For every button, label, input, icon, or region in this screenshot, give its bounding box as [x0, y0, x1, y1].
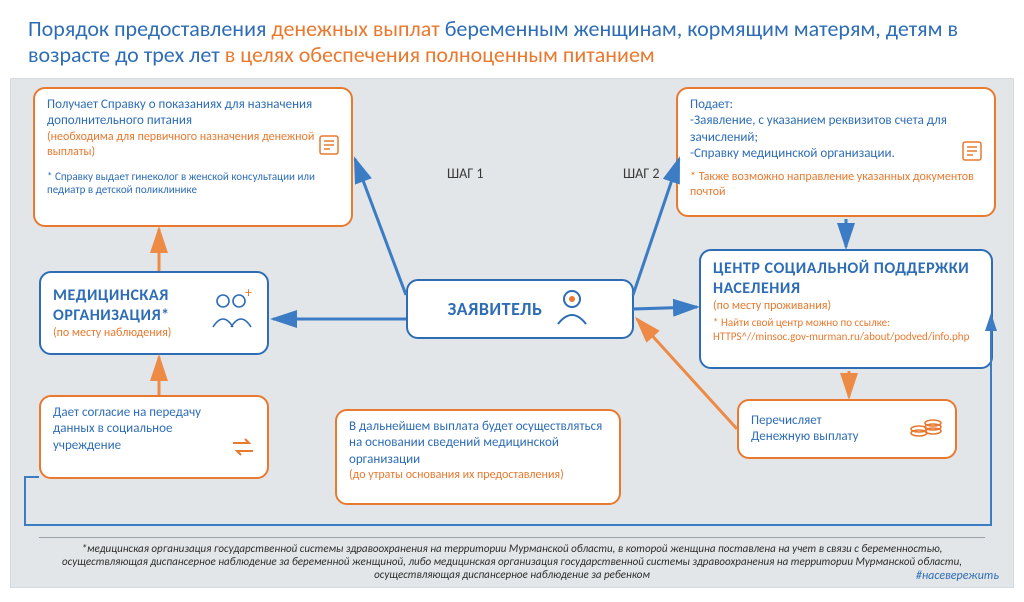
node-csp: ЦЕНТР СОЦИАЛЬНОЙ ПОДДЕРЖКИ НАСЕЛЕНИЯ (по… [699, 249, 993, 369]
hashtag: #насевережить [916, 569, 999, 583]
box-submits: Подает: -Заявление, с указанием реквизит… [676, 87, 996, 217]
document-icon [960, 139, 984, 170]
page-title: Порядок предоставления денежных выплат б… [0, 0, 1024, 77]
step-2-label: ШАГ 2 [623, 165, 660, 182]
document-icon [317, 133, 341, 164]
person-icon [552, 286, 592, 331]
step-1-label: ШАГ 1 [447, 165, 484, 182]
node-applicant: ЗАЯВИТЕЛЬ [406, 279, 634, 339]
exchange-icon [229, 433, 257, 468]
pay-l2: Денежную выплату [751, 429, 901, 445]
csp-note: * Найти свой центр можно по ссылке: HTTP… [713, 316, 979, 344]
medical-staff-icon: + [209, 287, 255, 338]
box-consent: Дает согласие на передачу данных в социа… [39, 395, 269, 479]
csp-title: ЦЕНТР СОЦИАЛЬНОЙ ПОДДЕРЖКИ НАСЕЛЕНИЯ [713, 259, 979, 299]
title-part1: Порядок предоставления [28, 15, 271, 42]
box-gets-certificate: Получает Справку о показаниях для назнач… [33, 87, 353, 227]
text-submit-l1: -Заявление, с указанием реквизитов счета… [690, 113, 982, 146]
footnote-text: *медицинская организация государственной… [39, 537, 985, 581]
title-accent1: денежных выплат [271, 15, 444, 42]
diagram-canvas: ШАГ 1 ШАГ 2 Получает Справку о показания… [10, 78, 1014, 588]
pay-l1: Перечисляет [751, 413, 901, 429]
consent-text: Дает согласие на передачу данных в социа… [53, 405, 255, 454]
applicant-label: ЗАЯВИТЕЛЬ [448, 298, 543, 321]
future-paren: (до утраты основания их предоставления) [349, 468, 607, 483]
svg-text:+: + [245, 287, 252, 301]
med-org-sub: (по месту наблюдения) [53, 326, 201, 341]
text-cert-note: * Справку выдает гинеколог в женской кон… [47, 170, 339, 198]
text-cert-main: Получает Справку о показаниях для назнач… [47, 97, 339, 130]
coins-icon [909, 411, 943, 446]
title-accent2: в целях обеспечения полноценным питанием [225, 41, 655, 68]
csp-sub: (по месту проживания) [713, 299, 979, 314]
box-future-payments: В дальнейшем выплата будет осуществлятьс… [335, 409, 621, 505]
box-pay: Перечисляет Денежную выплату [737, 399, 957, 459]
text-submit-l2: -Справку медицинской организации. [690, 146, 982, 162]
text-cert-paren: (необходима для первичного назначения де… [47, 130, 339, 160]
text-submit-head: Подает: [690, 97, 982, 113]
text-submit-note: * Также возможно направление указанных д… [690, 170, 982, 200]
future-main: В дальнейшем выплата будет осуществлятьс… [349, 419, 607, 468]
med-org-title: МЕДИЦИНСКАЯ ОРГАНИЗАЦИЯ* [53, 286, 201, 326]
node-medical-org: МЕДИЦИНСКАЯ ОРГАНИЗАЦИЯ* (по месту наблю… [39, 271, 269, 355]
